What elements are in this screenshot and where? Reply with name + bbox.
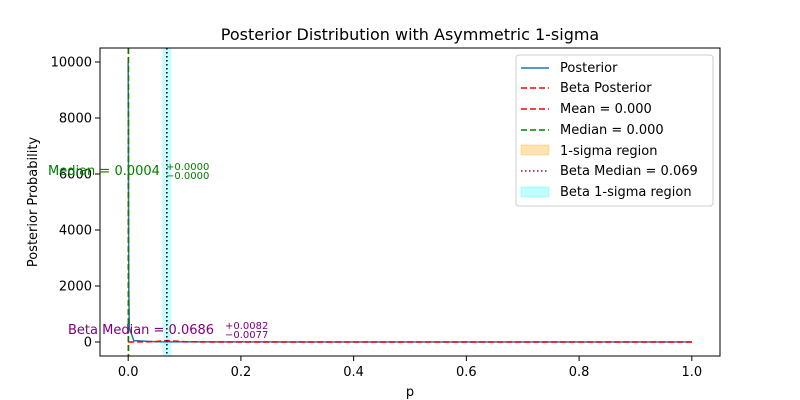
y-axis-ticks: 0 2000 4000 6000 8000 10000	[51, 56, 100, 351]
legend-sigma-region: 1-sigma region	[560, 144, 657, 159]
y-axis-label: Posterior Probability	[26, 137, 41, 268]
x-tick-label: 0.6	[456, 365, 477, 380]
x-tick-label: 0.2	[231, 365, 252, 380]
median-plus-error: +0.0000	[166, 162, 209, 173]
legend-beta-sigma-region: Beta 1-sigma region	[560, 185, 692, 200]
y-tick-label: 2000	[59, 280, 92, 295]
x-tick-label: 0.4	[343, 365, 364, 380]
beta-sigma-region	[162, 48, 172, 356]
legend-median: Median = 0.000	[560, 123, 664, 138]
median-minus-error: −0.0000	[166, 171, 209, 182]
legend-beta-median: Beta Median = 0.069	[560, 164, 698, 179]
x-axis-label: p	[406, 385, 414, 400]
legend-beta-posterior: Beta Posterior	[560, 81, 652, 96]
x-tick-label: 0.0	[118, 365, 139, 380]
legend: Posterior Beta Posterior Mean = 0.000 Me…	[515, 54, 714, 207]
legend-beta-sigma-swatch	[520, 186, 550, 198]
legend-frame	[515, 54, 714, 207]
chart-title: Posterior Distribution with Asymmetric 1…	[221, 25, 599, 44]
y-tick-label: 0	[84, 336, 92, 351]
y-tick-label: 4000	[59, 224, 92, 239]
x-axis-ticks: 0.0 0.2 0.4 0.6 0.8 1.0	[118, 356, 702, 380]
median-annotation: Median = 0.0004	[48, 164, 160, 179]
y-tick-label: 8000	[59, 112, 92, 127]
plot-area	[99, 47, 721, 357]
beta-median-annotation: Beta Median = 0.0686	[68, 323, 214, 338]
beta-minus-error: −0.0077	[225, 330, 268, 341]
x-tick-label: 1.0	[681, 365, 702, 380]
x-tick-label: 0.8	[569, 365, 590, 380]
axes-frame	[99, 47, 721, 357]
legend-posterior: Posterior	[560, 61, 618, 76]
legend-mean: Mean = 0.000	[560, 102, 652, 117]
beta-posterior-line	[128, 339, 692, 343]
beta-plus-error: +0.0082	[225, 321, 268, 332]
y-tick-label: 10000	[51, 56, 92, 71]
legend-sigma-swatch	[520, 144, 550, 156]
y-tick-label: 6000	[59, 168, 92, 183]
